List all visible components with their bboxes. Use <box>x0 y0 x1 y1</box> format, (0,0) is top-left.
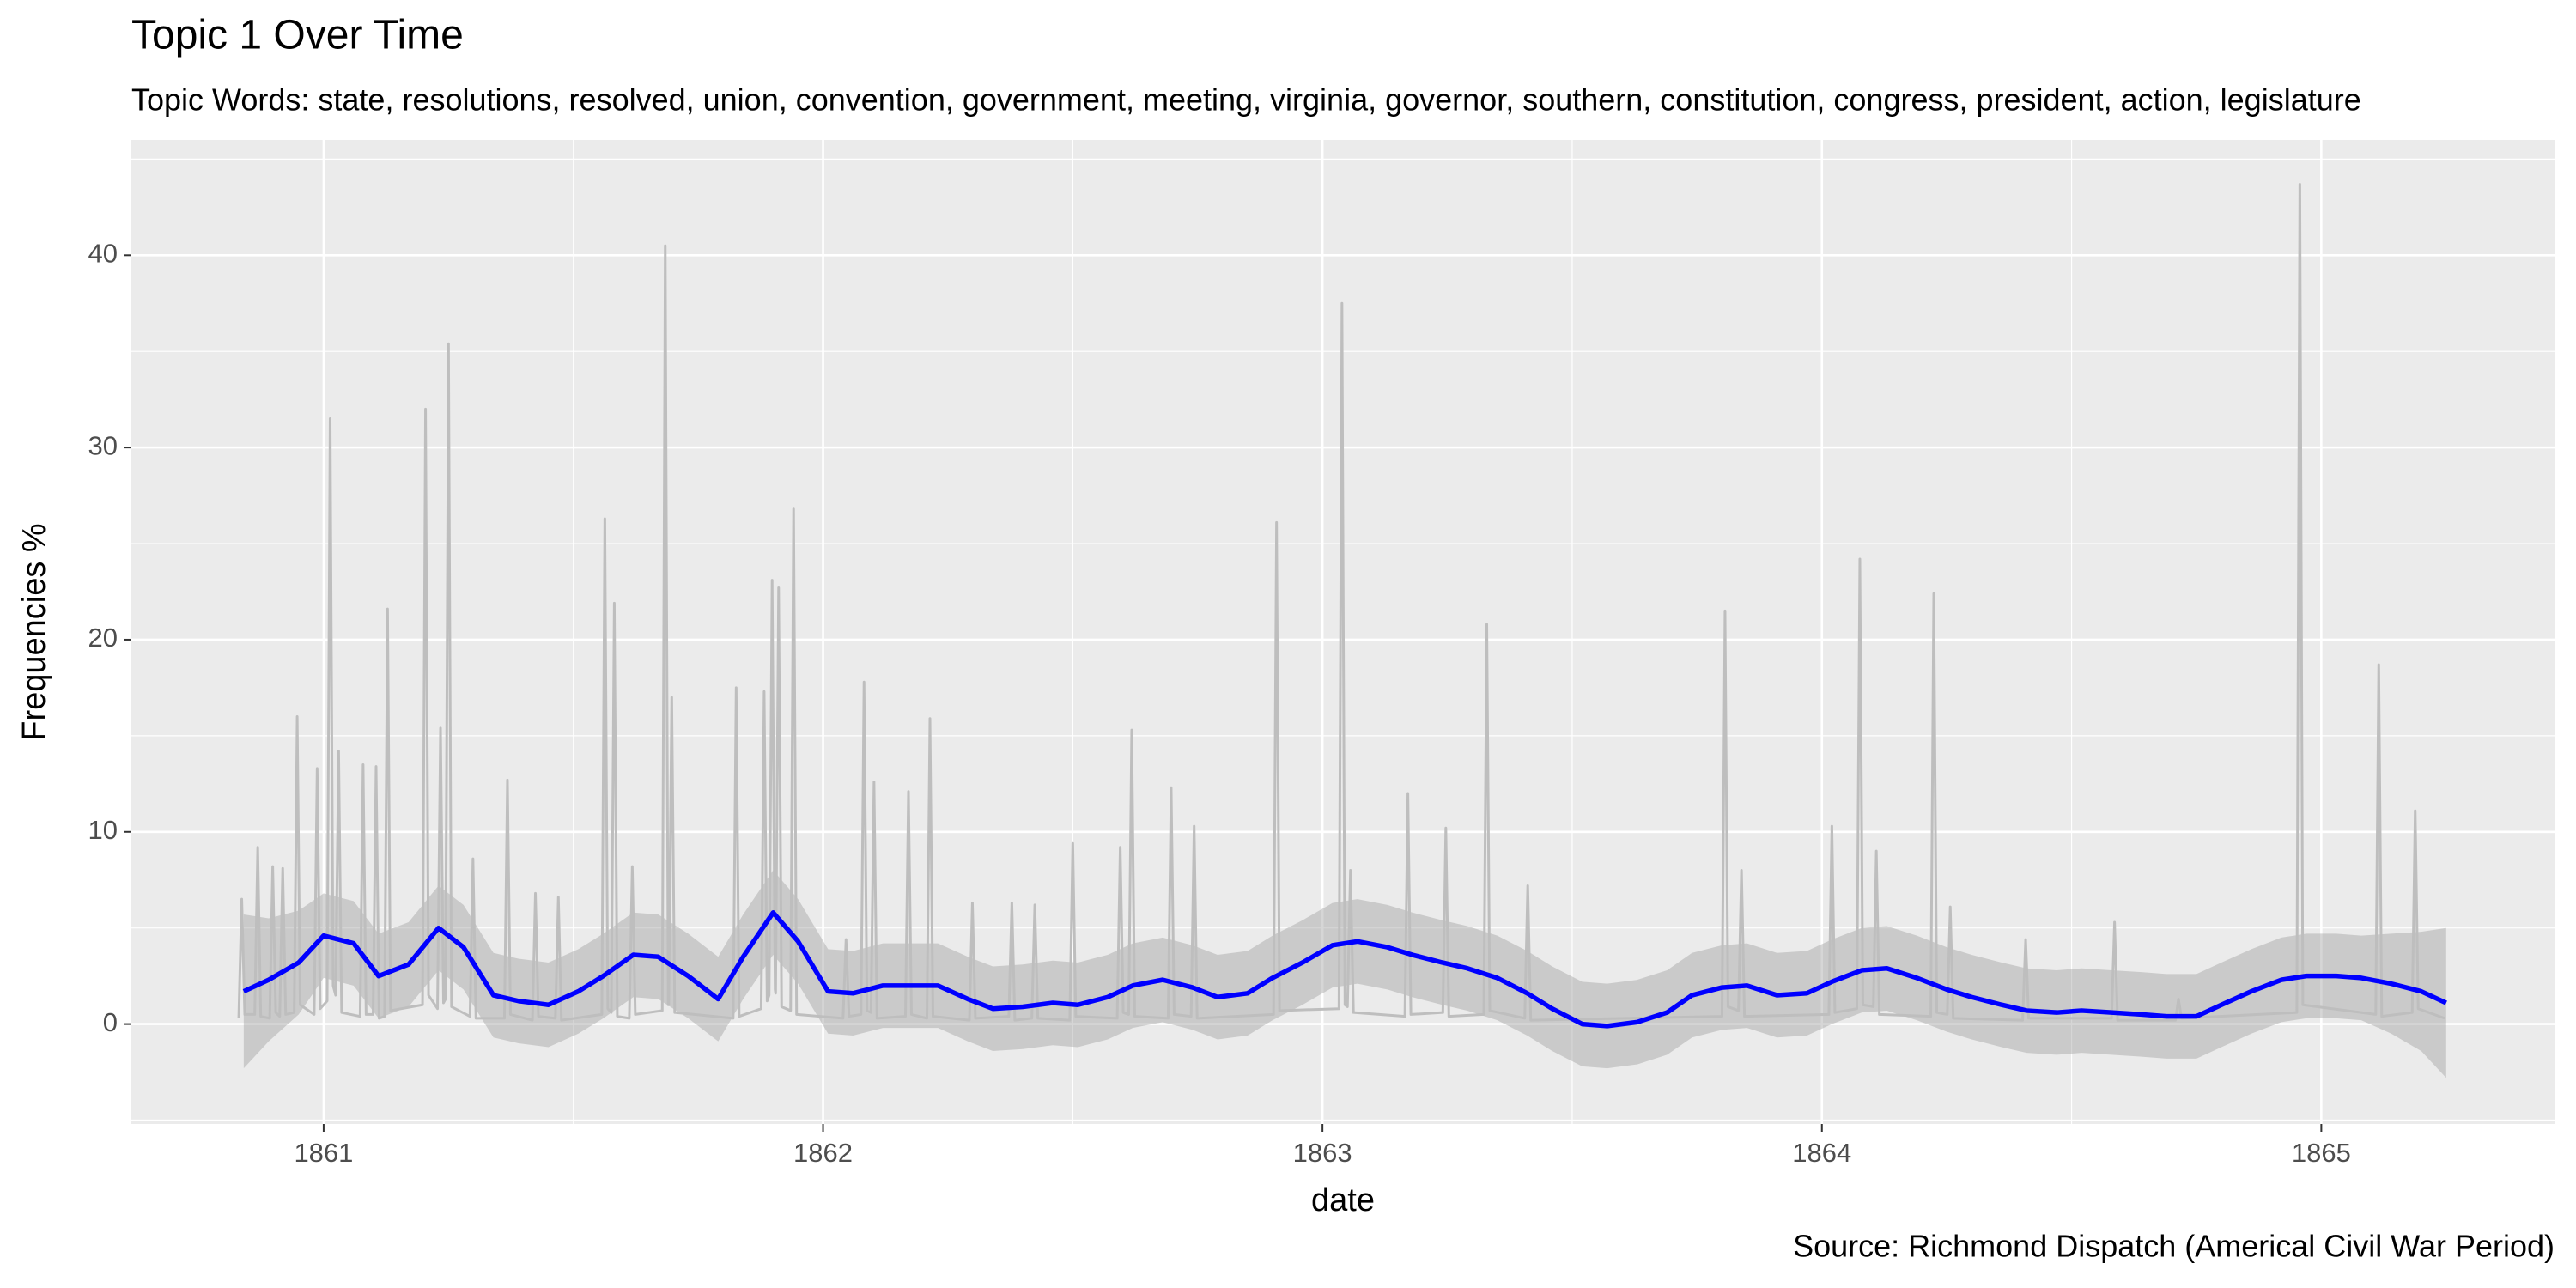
chart-title: Topic 1 Over Time <box>131 13 464 58</box>
y-tick-label: 10 <box>88 815 118 845</box>
y-tick-label: 0 <box>103 1007 118 1037</box>
y-tick-label: 30 <box>88 430 118 460</box>
y-axis-title: Frequencies % <box>16 523 52 740</box>
x-tick-label: 1865 <box>2292 1138 2351 1168</box>
frequency-line <box>237 182 2445 1022</box>
x-tick-label: 1861 <box>294 1138 353 1168</box>
smooth-line <box>242 910 2447 1029</box>
plot-area <box>131 140 2555 1124</box>
x-tick-label: 1864 <box>1792 1138 1851 1168</box>
caption: Source: Richmond Dispatch (Americal Civi… <box>1793 1229 2555 1264</box>
x-axis-title: date <box>1311 1182 1375 1218</box>
x-tick-label: 1863 <box>1293 1138 1352 1168</box>
y-tick-label: 40 <box>88 238 118 268</box>
chart-subtitle: Topic Words: state, resolutions, resolve… <box>131 82 2361 118</box>
y-tick-label: 20 <box>88 623 118 653</box>
x-tick-label: 1862 <box>793 1138 853 1168</box>
